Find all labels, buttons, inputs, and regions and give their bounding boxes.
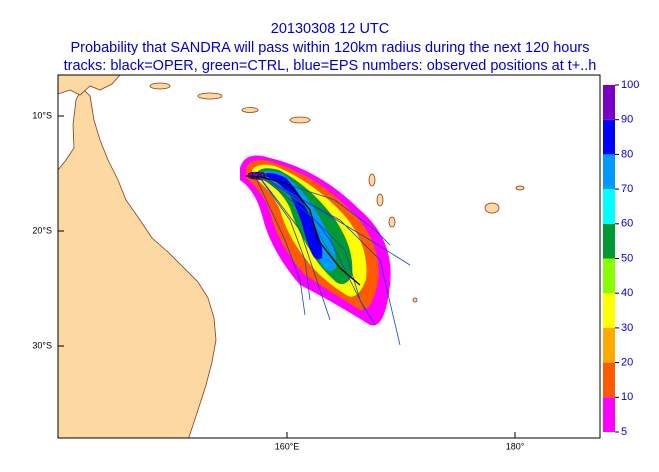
colorbar-label: 90 [621, 114, 633, 126]
colorbar-label: 30 [621, 322, 633, 334]
lon-label: 180° [506, 441, 525, 451]
track-label: 120 [250, 170, 265, 180]
colorbar-segment [603, 85, 615, 120]
title-line: 20130308 12 UTC [271, 21, 390, 37]
graticule-ticks [58, 115, 516, 438]
colorbar-label: 80 [621, 148, 633, 160]
islands [149, 82, 525, 303]
probability-band [266, 172, 323, 260]
map-frame [57, 74, 601, 439]
colorbar-segment [603, 258, 615, 294]
colorbar-label: 100 [621, 79, 639, 91]
colorbar-label: 10 [621, 391, 633, 403]
colorbar-segment [603, 293, 615, 328]
tracks [245, 174, 411, 346]
colorbar-segment [603, 189, 615, 224]
lon-label: 160°E [275, 441, 300, 451]
colorbar-label: 40 [621, 287, 633, 299]
colorbar-label: 5 [621, 426, 627, 438]
colorbar-label: 20 [621, 357, 633, 369]
colorbar-segment [603, 119, 615, 155]
title-line: tracks: black=OPER, green=CTRL, blue=EPS… [64, 58, 597, 74]
land [58, 75, 121, 96]
colorbar-segment [603, 397, 615, 432]
colorbar-segment [603, 327, 615, 363]
colorbar-label: 70 [621, 183, 633, 195]
map-area: 120 [58, 75, 600, 438]
colorbar-label: 50 [621, 252, 633, 264]
colorbar-label: 60 [621, 218, 633, 230]
colorbar: 5 10 20 30 40 50 60 70 80 90 100 [603, 79, 639, 438]
title-line: Probability that SANDRA will pass within… [70, 40, 589, 56]
lat-label: 30°S [32, 340, 52, 350]
colorbar-segment [603, 154, 615, 190]
lat-label: 10°S [32, 110, 52, 120]
colorbar-segment [603, 223, 615, 259]
lat-label: 20°S [32, 225, 52, 235]
land [58, 87, 217, 438]
colorbar-segment [603, 362, 615, 398]
